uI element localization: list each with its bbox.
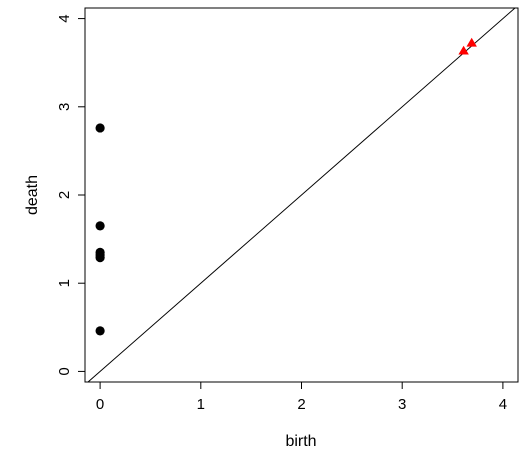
x-tick-label: 1 <box>197 396 205 413</box>
diagonal-line <box>87 7 516 383</box>
point-circle <box>95 221 105 231</box>
x-tick-label: 3 <box>398 396 406 413</box>
x-tick-label: 2 <box>297 396 305 413</box>
x-tick-label: 0 <box>96 396 104 413</box>
y-tick-label: 0 <box>56 367 73 375</box>
x-tick-label: 4 <box>499 396 507 413</box>
y-axis-title: death <box>24 175 41 215</box>
x-axis: 0 1 2 3 4 <box>96 382 507 413</box>
x-axis-title: birth <box>285 433 316 450</box>
point-triangle <box>458 45 469 55</box>
point-circle <box>95 123 105 133</box>
point-circle <box>95 326 105 336</box>
y-tick-label: 4 <box>56 14 73 22</box>
y-tick-label: 3 <box>56 103 73 111</box>
point-circle <box>95 253 105 263</box>
data-points <box>95 37 477 336</box>
y-tick-label: 1 <box>56 279 73 287</box>
point-triangle <box>466 37 477 47</box>
y-tick-label: 2 <box>56 191 73 199</box>
y-axis: 0 1 2 3 4 <box>56 14 85 376</box>
